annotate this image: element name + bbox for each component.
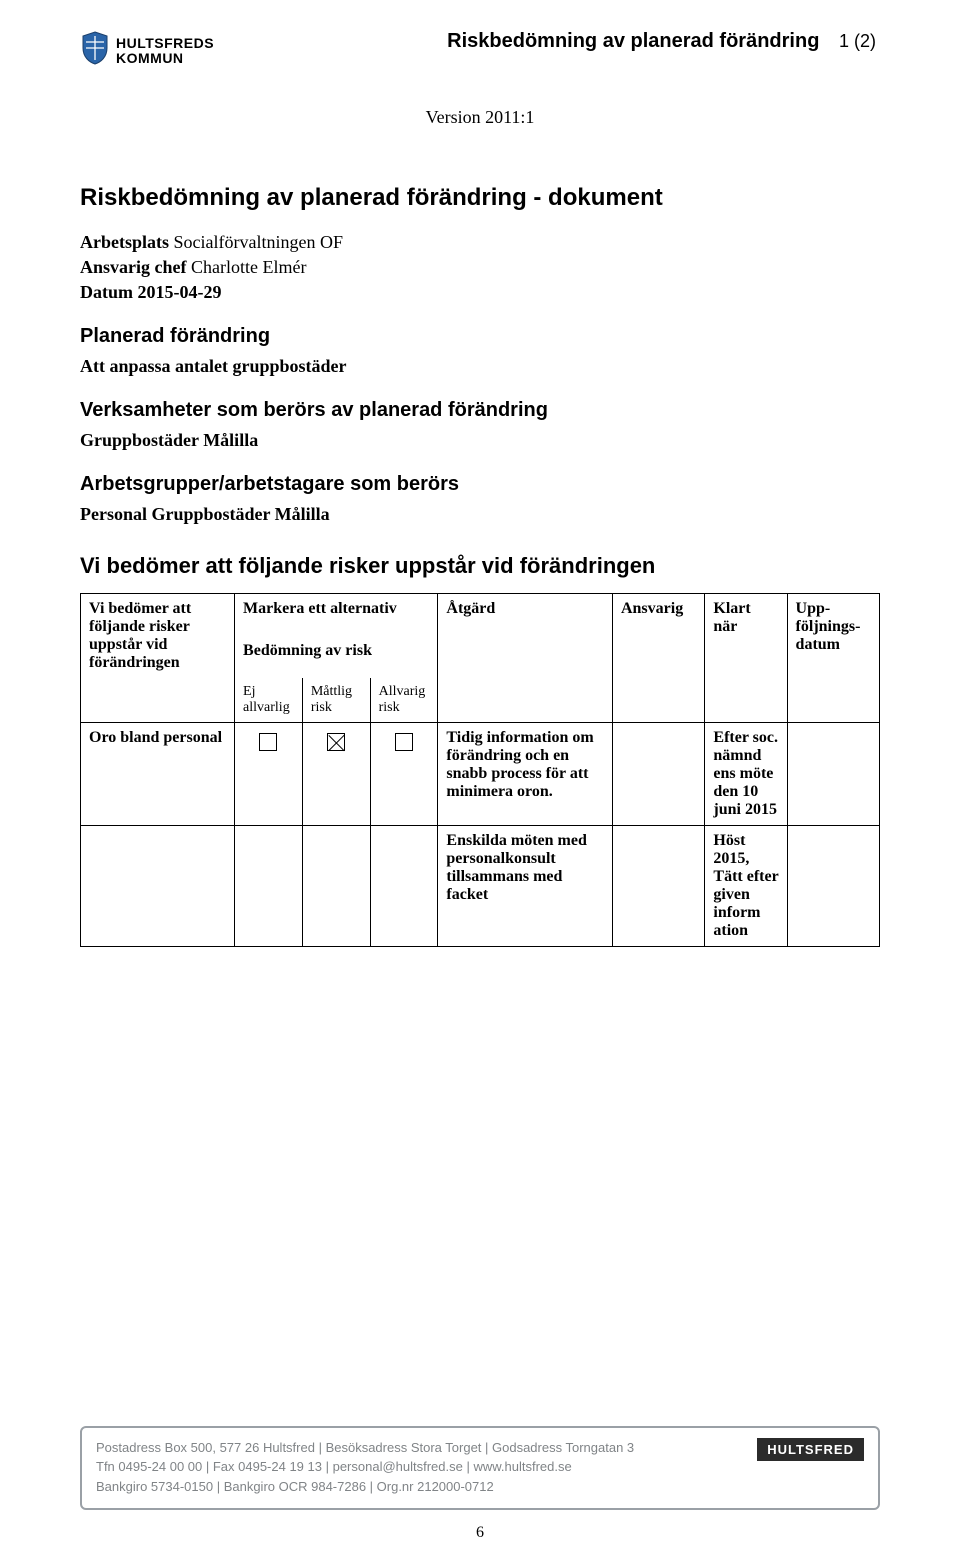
cell-ansv (612, 826, 704, 947)
section-planerad-head: Planerad förändring (80, 325, 880, 348)
section-planerad-body-text: Att anpassa antalet gruppbostäder (80, 356, 347, 376)
th-atg-cont (438, 678, 613, 723)
cell-desc: Oro bland personal (81, 723, 235, 826)
th-klart-cont (705, 678, 787, 723)
th-ansv: Ansvarig (612, 594, 704, 679)
cell-upp (787, 723, 879, 826)
section-verksamheter-body-text: Gruppbostäder Målilla (80, 430, 258, 450)
cell-upp (787, 826, 879, 947)
cell-sev-mat (302, 723, 370, 826)
org-name-line1: HULTSFREDS (116, 35, 214, 51)
cell-atg: Tidig information om förändring och en s… (438, 723, 613, 826)
th-bed: Bedömning av risk (235, 636, 438, 678)
footer-line-2: Tfn 0495-24 00 00 | Fax 0495-24 19 13 | … (96, 1457, 634, 1477)
meta-arbetsplats-value: Socialförvaltningen OF (174, 232, 343, 252)
section-arbetsgrupper-body-text: Personal Gruppbostäder Målilla (80, 504, 330, 524)
meta-ansvarig-label: Ansvarig chef (80, 257, 187, 277)
th-sev-mat: Måttlig risk (302, 678, 370, 723)
table-header-row-3: Ej allvarlig Måttlig risk Allvarig risk (81, 678, 880, 723)
footer-line-1: Postadress Box 500, 577 26 Hultsfred | B… (96, 1438, 634, 1458)
meta-datum-value: 2015-04-29 (138, 282, 222, 302)
section-arbetsgrupper-body: Personal Gruppbostäder Målilla (80, 504, 880, 525)
meta-datum-label: Datum (80, 282, 133, 302)
th-upp: Upp-följnings-datum (787, 594, 879, 679)
cell-atg-text: Tidig information om förändring och en s… (446, 729, 593, 800)
cell-klart-text: Efter soc. nämnd ens möte den 10 juni 20… (713, 729, 778, 818)
table-row: Oro bland personal Tidig information om … (81, 723, 880, 826)
page: HULTSFREDS KOMMUN Riskbedömning av plane… (0, 0, 960, 1556)
meta-arbetsplats-label: Arbetsplats (80, 232, 169, 252)
org-name: HULTSFREDS KOMMUN (116, 36, 214, 65)
org-logo-block: HULTSFREDS KOMMUN (80, 30, 230, 71)
th-desc-cont (81, 678, 235, 723)
risk-table: Vi bedömer att följande risker uppstår v… (80, 593, 880, 947)
footer-pagenum: 6 (0, 1524, 960, 1542)
th-markera: Markera ett alternativ (235, 594, 438, 637)
section-arbetsgrupper-head: Arbetsgrupper/arbetstagare som berörs (80, 473, 880, 496)
meta-ansvarig: Ansvarig chef Charlotte Elmér (80, 257, 880, 278)
cell-desc-text: Oro bland personal (89, 729, 222, 746)
cell-sev-ej (235, 723, 303, 826)
table-header-row-1: Vi bedömer att följande risker uppstår v… (81, 594, 880, 637)
th-upp-cont (787, 678, 879, 723)
footer-badge: HULTSFRED (757, 1438, 864, 1461)
checkbox-all-icon[interactable] (395, 733, 413, 751)
cell-sev-all (370, 826, 438, 947)
checkbox-ej-icon[interactable] (259, 733, 277, 751)
section-verksamheter-body: Gruppbostäder Målilla (80, 430, 880, 451)
cell-atg-text: Enskilda möten med personalkonsult tills… (446, 832, 586, 903)
th-klart: Klart när (705, 594, 787, 679)
doc-title: Riskbedömning av planerad förändring - d… (80, 184, 880, 212)
header-title: Riskbedömning av planerad förändring 1 (… (230, 30, 880, 53)
cell-sev-all (370, 723, 438, 826)
section-verksamheter-head: Verksamheter som berörs av planerad förä… (80, 399, 880, 422)
page-indicator: 1 (2) (839, 31, 876, 51)
shield-icon (80, 30, 110, 71)
th-ansv-cont (612, 678, 704, 723)
section-planerad-body: Att anpassa antalet gruppbostäder (80, 356, 880, 377)
checkbox-mat-icon[interactable] (327, 733, 345, 751)
meta-ansvarig-value: Charlotte Elmér (191, 257, 306, 277)
header-title-text: Riskbedömning av planerad förändring (447, 30, 819, 52)
cell-klart-text: Höst 2015, Tätt efter given inform ation (713, 832, 778, 939)
cell-sev-mat (302, 826, 370, 947)
footer-line-3: Bankgiro 5734-0150 | Bankgiro OCR 984-72… (96, 1477, 634, 1497)
cell-desc (81, 826, 235, 947)
cell-atg: Enskilda möten med personalkonsult tills… (438, 826, 613, 947)
footer-box: Postadress Box 500, 577 26 Hultsfred | B… (80, 1426, 880, 1511)
header-row: HULTSFREDS KOMMUN Riskbedömning av plane… (80, 30, 880, 71)
footer: Postadress Box 500, 577 26 Hultsfred | B… (80, 1426, 880, 1511)
org-name-line2: KOMMUN (116, 50, 184, 66)
meta-datum: Datum 2015-04-29 (80, 282, 880, 303)
th-sev-ej: Ej allvarlig (235, 678, 303, 723)
version-line: Version 2011:1 (80, 107, 880, 128)
footer-text: Postadress Box 500, 577 26 Hultsfred | B… (96, 1438, 634, 1497)
section-bedomer-head: Vi bedömer att följande risker uppstår v… (80, 553, 880, 579)
cell-sev-ej (235, 826, 303, 947)
meta-arbetsplats: Arbetsplats Socialförvaltningen OF (80, 232, 880, 253)
cell-klart: Höst 2015, Tätt efter given inform ation (705, 826, 787, 947)
th-sev-all: Allvarig risk (370, 678, 438, 723)
cell-klart: Efter soc. nämnd ens möte den 10 juni 20… (705, 723, 787, 826)
table-row: Enskilda möten med personalkonsult tills… (81, 826, 880, 947)
th-atg: Åtgärd (438, 594, 613, 679)
th-desc: Vi bedömer att följande risker uppstår v… (81, 594, 235, 679)
cell-ansv (612, 723, 704, 826)
